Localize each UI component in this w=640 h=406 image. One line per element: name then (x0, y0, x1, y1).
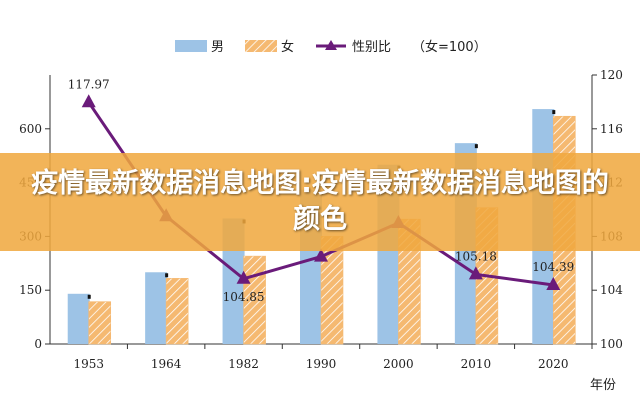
banner-title: 疫情最新数据消息地图:疫情最新数据消息地图的颜色 (31, 168, 609, 235)
ratio-data-label: 105.18 (455, 249, 497, 263)
ratio-point (314, 248, 328, 262)
bar-male-error-mark (165, 273, 169, 278)
ratio-data-label: 117.97 (68, 77, 110, 91)
legend-swatch-male (175, 40, 207, 52)
ratio-point (236, 270, 251, 284)
bar-female (165, 278, 189, 345)
bar-male (67, 293, 90, 344)
bar-male-error-mark (474, 144, 478, 149)
legend: 男 女 性别比 （女=100） (175, 39, 487, 55)
bar-male (145, 272, 168, 344)
ratio-point (468, 266, 483, 280)
legend-label-ratio: 性别比 (352, 40, 391, 55)
y-right-tick-label: 100 (600, 337, 623, 351)
y-right-tick-label: 104 (600, 283, 623, 297)
x-axis-label: 年份 (590, 378, 616, 393)
y-left-tick-label: 0 (34, 337, 42, 351)
legend-swatch-female (245, 40, 277, 52)
x-tick-label: 2010 (461, 357, 492, 371)
x-tick-label: 2020 (538, 357, 569, 371)
x-tick-label: 1982 (228, 357, 259, 371)
legend-swatch-ratio-marker (325, 40, 337, 50)
title-banner: 疫情最新数据消息地图:疫情最新数据消息地图的颜色 (0, 153, 640, 251)
x-tick-label: 1964 (151, 357, 182, 371)
ratio-point (81, 94, 96, 108)
ratio-data-label: 104.39 (532, 260, 574, 274)
bar-male-error-mark (87, 294, 91, 299)
x-tick-label: 1990 (306, 357, 337, 371)
ratio-data-label: 104.85 (223, 290, 265, 304)
x-tick-label: 1953 (73, 357, 104, 371)
x-tick-label: 2000 (383, 357, 414, 371)
legend-label-male: 男 (211, 40, 224, 55)
ratio-point (546, 276, 561, 290)
y-right-tick-label: 120 (600, 68, 623, 82)
y-left-tick-label: 600 (19, 122, 42, 136)
legend-note: （女=100） (412, 39, 487, 55)
y-left-tick-label: 150 (19, 283, 42, 297)
bar-male-error-mark (552, 110, 556, 115)
bar-female (88, 301, 112, 345)
y-right-tick-label: 116 (600, 122, 623, 136)
legend-label-female: 女 (281, 39, 294, 55)
